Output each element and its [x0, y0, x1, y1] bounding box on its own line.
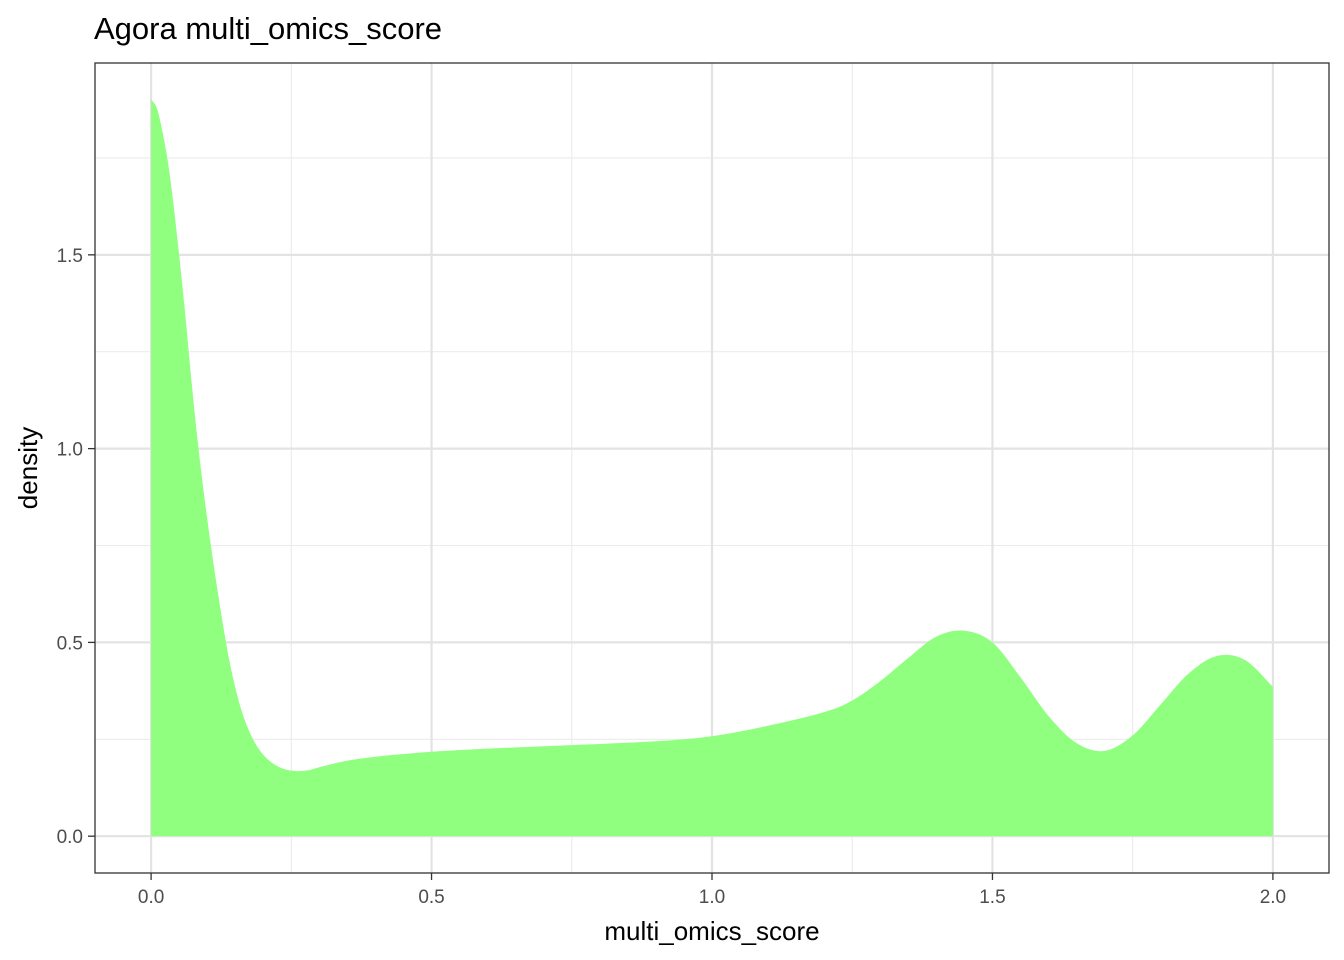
y-tick-label: 1.5 [57, 246, 83, 267]
x-tick-label: 2.0 [1260, 887, 1286, 908]
density-area-layer [151, 99, 1273, 837]
x-tick-label: 0.0 [138, 887, 164, 908]
x-axis-ticks: 0.0 0.5 1.0 1.5 2.0 [138, 873, 1286, 908]
y-axis-title: density [13, 427, 43, 509]
x-axis-title: multi_omics_score [604, 916, 819, 946]
chart-title: Agora multi_omics_score [94, 11, 442, 46]
x-tick-label: 0.5 [418, 887, 444, 908]
y-axis-ticks: 0.0 0.5 1.0 1.5 [57, 246, 95, 848]
y-tick-label: 0.5 [57, 633, 83, 654]
y-tick-label: 0.0 [57, 827, 83, 848]
x-tick-label: 1.0 [699, 887, 725, 908]
x-tick-label: 1.5 [979, 887, 1005, 908]
density-area [151, 99, 1273, 837]
y-tick-label: 1.0 [57, 440, 83, 461]
